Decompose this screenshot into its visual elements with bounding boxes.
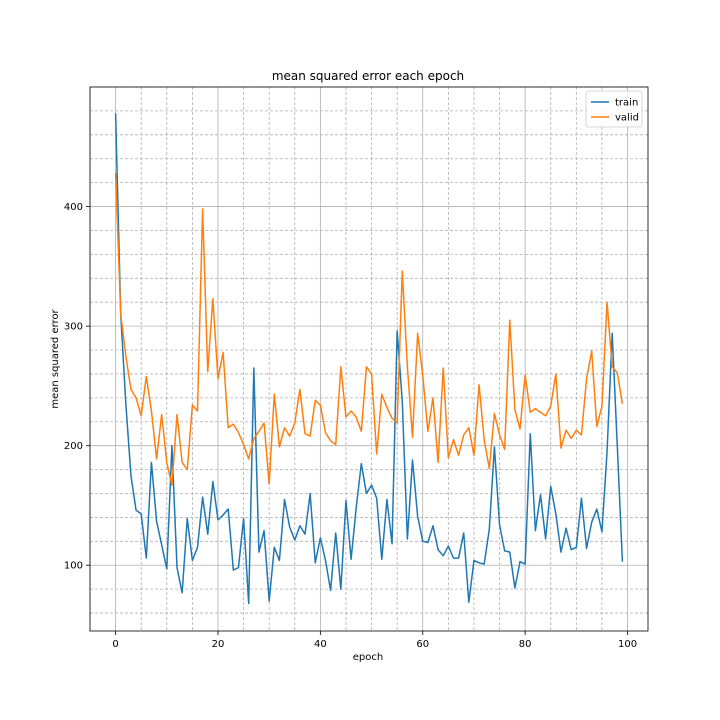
y-tick-label: 400: [64, 202, 83, 213]
x-tick-label: 20: [212, 639, 225, 650]
x-tick-label: 80: [519, 639, 532, 650]
y-tick-labels: 100 200 300 400: [64, 202, 83, 572]
series-line-valid: [114, 173, 624, 486]
x-tick-label: 100: [618, 639, 637, 650]
x-tick-label: 60: [416, 639, 429, 650]
plot-area: [90, 87, 648, 631]
x-tick-label: 0: [112, 639, 118, 650]
axes-frame: [89, 86, 649, 632]
legend-label-train: train: [615, 98, 638, 109]
y-axis-label: mean squared error: [50, 308, 61, 408]
legend-label-valid: valid: [615, 113, 639, 124]
y-tick-label: 300: [64, 322, 83, 333]
y-tick-label: 100: [64, 561, 83, 572]
x-tick-labels: 0 20 40 60 80 100: [112, 639, 637, 650]
series-line-train: [114, 113, 624, 605]
tick-marks: [86, 206, 628, 635]
legend: train valid: [585, 90, 643, 128]
y-tick-label: 200: [64, 441, 83, 452]
chart-title: mean squared error each epoch: [272, 69, 464, 83]
x-tick-label: 40: [314, 639, 327, 650]
legend-box: [585, 90, 643, 128]
x-axis-label: epoch: [353, 652, 383, 663]
plot-background: [90, 87, 648, 631]
axes-border: [89, 86, 649, 632]
series-layer: [114, 113, 624, 605]
